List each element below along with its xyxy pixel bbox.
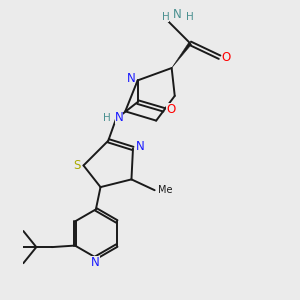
Text: H: H [103, 112, 111, 122]
Text: O: O [222, 51, 231, 64]
Text: H: H [186, 12, 194, 22]
Text: N: N [115, 111, 123, 124]
Text: N: N [91, 256, 100, 269]
Text: S: S [74, 159, 81, 172]
Text: N: N [173, 8, 182, 21]
Text: Me: Me [158, 185, 173, 195]
Text: O: O [166, 103, 175, 116]
Polygon shape [172, 42, 192, 68]
Text: N: N [126, 72, 135, 86]
Text: H: H [162, 12, 169, 22]
Text: N: N [135, 140, 144, 153]
